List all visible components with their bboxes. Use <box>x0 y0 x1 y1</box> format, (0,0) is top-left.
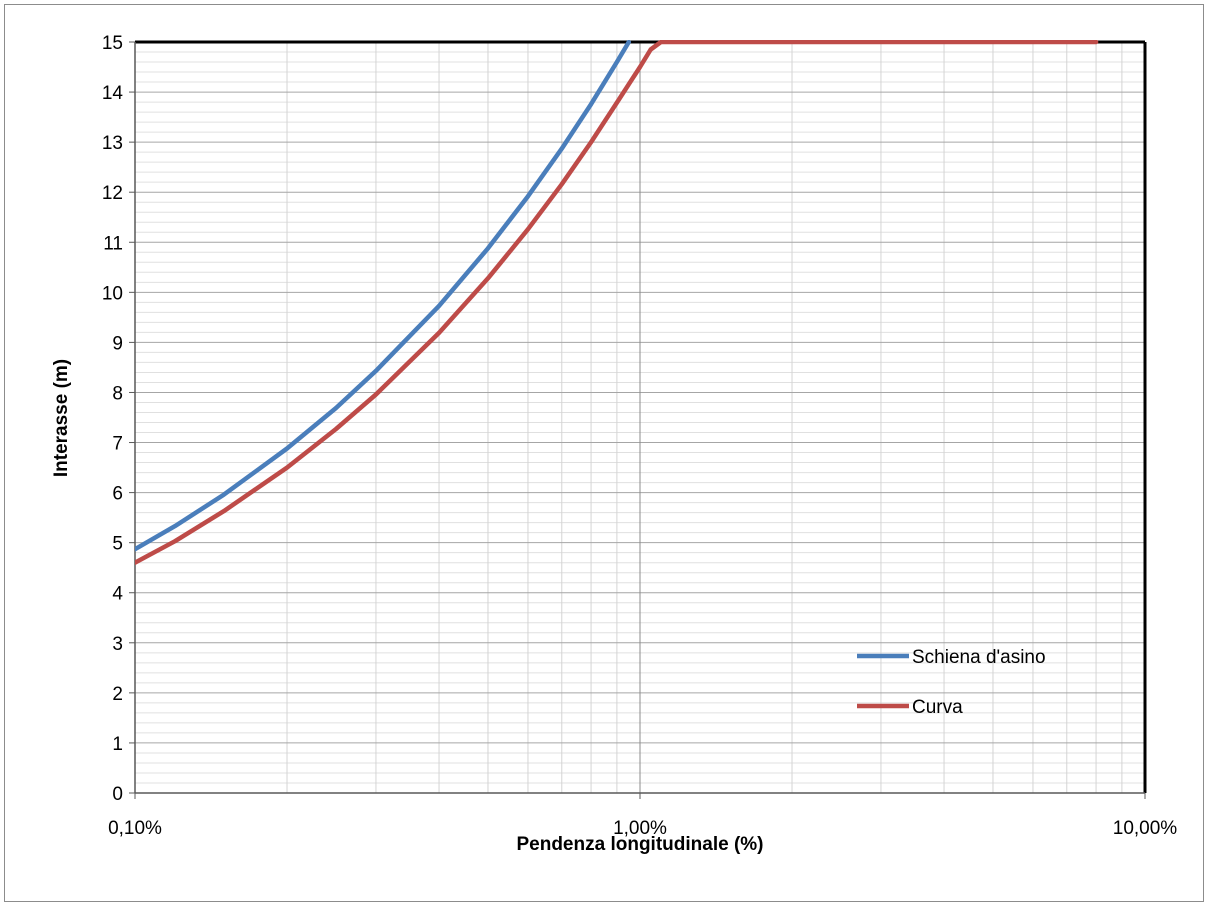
y-tick-label: 10 <box>102 283 123 304</box>
y-tick-label: 14 <box>102 83 124 104</box>
y-tick-label: 13 <box>102 133 123 154</box>
y-tick-label: 0 <box>112 784 123 805</box>
y-tick-label: 5 <box>112 534 123 555</box>
y-tick-label: 15 <box>102 33 123 54</box>
series-line-0 <box>135 40 632 552</box>
legend-layer: Schiena d'asino Curva <box>857 647 1046 718</box>
series-line-1 <box>135 40 1099 565</box>
y-tick-label: 6 <box>112 484 123 505</box>
y-tick-label: 12 <box>102 183 123 204</box>
y-tick-label: 3 <box>112 634 123 655</box>
x-axis-title: Pendenza longitudinale (%) <box>516 834 763 855</box>
y-tick-label: 7 <box>112 434 123 455</box>
legend-label-series-0: Schiena d'asino <box>912 647 1046 668</box>
y-tick-label: 2 <box>112 684 123 705</box>
y-tick-label: 1 <box>112 734 123 755</box>
x-tick-label: 0,10% <box>108 818 162 839</box>
series-layer <box>135 40 1099 565</box>
y-tick-label: 11 <box>103 233 123 254</box>
legend-label-series-1: Curva <box>912 697 963 718</box>
y-tick-label: 4 <box>112 584 123 605</box>
x-tick-label: 1,00% <box>613 818 667 839</box>
y-tick-label: 8 <box>112 383 123 404</box>
y-tick-label: 9 <box>112 333 123 354</box>
y-axis-title: Interasse (m) <box>51 359 72 477</box>
grid-layer <box>134 41 1146 794</box>
x-tick-label: 10,00% <box>1113 818 1178 839</box>
